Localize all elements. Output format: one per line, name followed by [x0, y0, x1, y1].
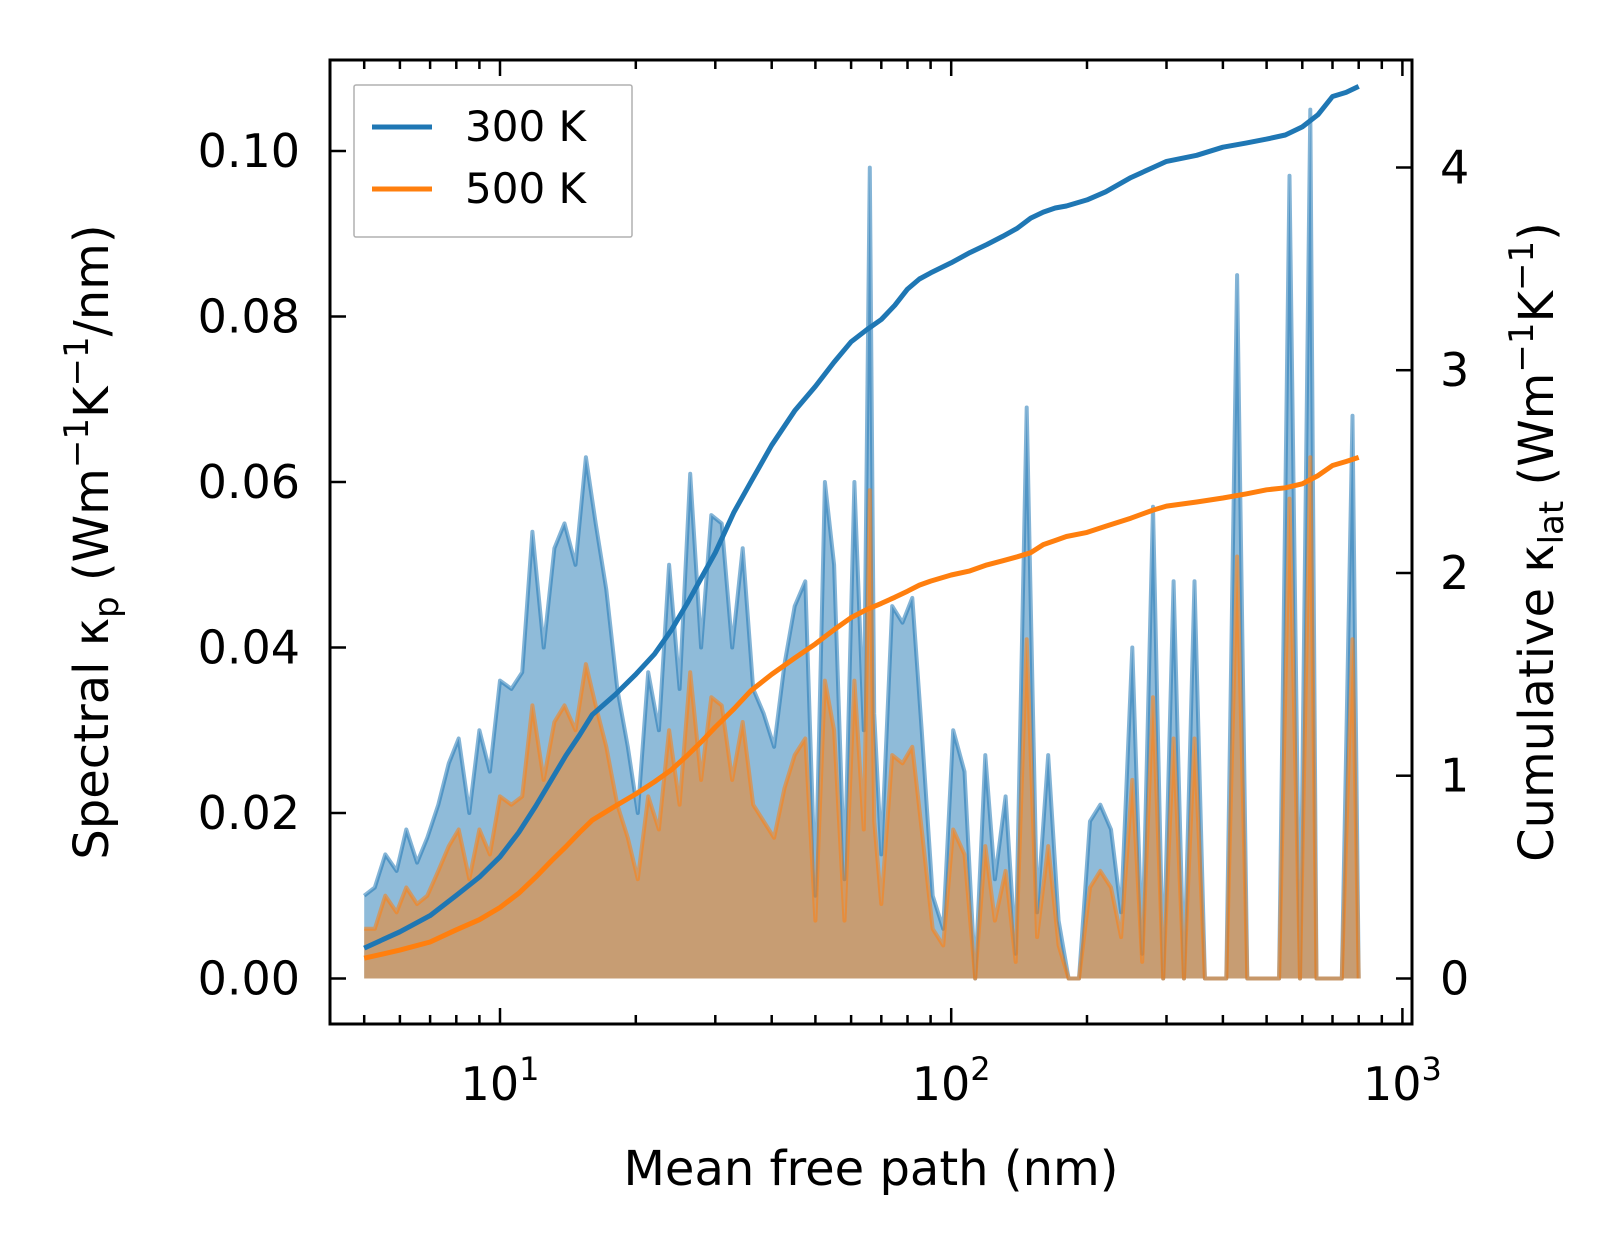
cumulative-line-300k: [363, 84, 1360, 951]
y-right-tick-label: 1: [1440, 749, 1469, 803]
y-left-tick-label: 0.02: [198, 786, 300, 840]
y-left-tick-label: 0.06: [198, 455, 300, 509]
y-left-tick-label: 0.08: [198, 290, 300, 344]
legend-label-500k: 500 K: [465, 164, 588, 213]
legend-frame: [353, 84, 633, 238]
y-right-tick-label: 4: [1440, 141, 1469, 195]
tick-labels: 101 102 103 0.00 0.02 0.04 0.06 0.08 0.10 0 1 2 3 4: [198, 124, 1470, 1111]
y-axis-title-left: Spectral κp (Wm−1K−1/nm): [57, 224, 127, 859]
x-tick-label: 101: [461, 1050, 540, 1111]
y-left-tick-label: 0.10: [198, 124, 300, 178]
legend-label-300k: 300 K: [465, 102, 588, 151]
cumulative-line-500k: [363, 455, 1360, 961]
spectral-line-500k: [364, 455, 1361, 981]
y-right-tick-label: 3: [1440, 343, 1469, 397]
y-right-tick-label: 0: [1440, 952, 1469, 1006]
plot-area: [362, 84, 1361, 981]
legend: 300 K 500 K: [353, 84, 633, 238]
x-axis-title: Mean free path (nm): [624, 1141, 1119, 1197]
y-axis-title-right: Cumulative κlat (Wm−1K−1): [1502, 222, 1572, 862]
y-left-tick-label: 0.04: [198, 621, 300, 675]
x-tick-label: 103: [1363, 1050, 1442, 1111]
spectral-line-300k: [362, 107, 1361, 981]
spectral-area-300k: [364, 109, 1359, 979]
spectral-area-500k: [364, 457, 1359, 979]
y-right-tick-label: 2: [1440, 546, 1469, 600]
y-left-tick-label: 0.00: [198, 952, 300, 1006]
axis-ticks: [330, 60, 1412, 1024]
plot-frame: [328, 58, 1414, 1026]
x-tick-label: 102: [912, 1050, 991, 1111]
